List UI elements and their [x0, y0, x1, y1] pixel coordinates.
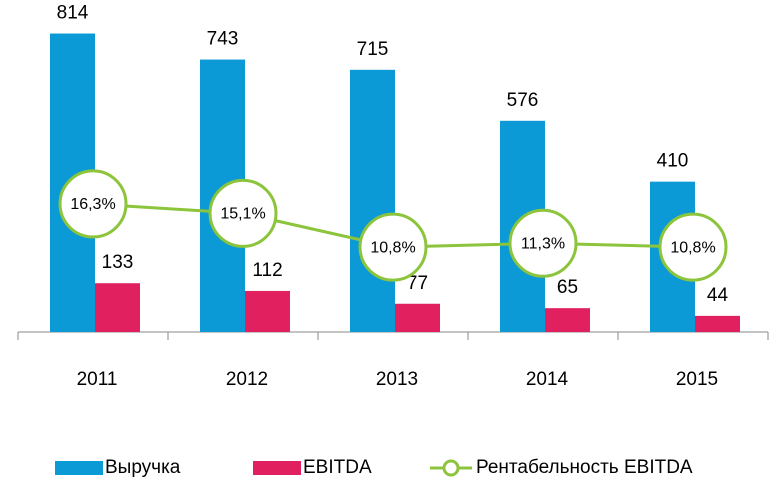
legend-swatch	[253, 461, 301, 475]
value-label: 715	[357, 39, 389, 60]
x-tick-label: 2012	[226, 369, 268, 390]
bar	[350, 69, 395, 332]
bar	[545, 308, 590, 332]
x-tick-label: 2013	[376, 369, 418, 390]
legend-swatch	[55, 461, 103, 475]
value-label: 814	[57, 3, 89, 24]
value-label: 10,8%	[370, 239, 415, 256]
bar	[395, 303, 440, 332]
line-marker	[208, 178, 278, 248]
value-label: 133	[102, 252, 134, 273]
bar	[695, 315, 740, 332]
legend-label: EBITDA	[303, 457, 372, 478]
x-tick-label: 2011	[77, 369, 118, 390]
legend-label: Рентабельность EBITDA	[476, 457, 693, 478]
value-label: 10,8%	[670, 239, 715, 256]
bar	[245, 290, 290, 332]
bar	[95, 283, 140, 332]
value-label: 15,1%	[220, 206, 265, 223]
x-tick-label: 2014	[526, 369, 569, 390]
value-label: 44	[707, 285, 729, 306]
value-label: 743	[207, 29, 239, 50]
value-label: 410	[657, 151, 689, 172]
value-label: 112	[252, 260, 282, 281]
x-tick-label: 2015	[676, 369, 718, 390]
legend-label: Выручка	[105, 457, 181, 478]
line-marker	[58, 169, 128, 239]
value-label: 16,3%	[70, 196, 115, 213]
value-label: 77	[407, 273, 428, 294]
line-marker	[658, 212, 728, 282]
value-label: 576	[507, 90, 539, 111]
value-label: 11,3%	[521, 235, 565, 252]
line-marker	[508, 208, 578, 278]
line-marker	[358, 212, 428, 282]
value-label: 65	[557, 277, 578, 298]
legend-swatch	[442, 459, 460, 477]
